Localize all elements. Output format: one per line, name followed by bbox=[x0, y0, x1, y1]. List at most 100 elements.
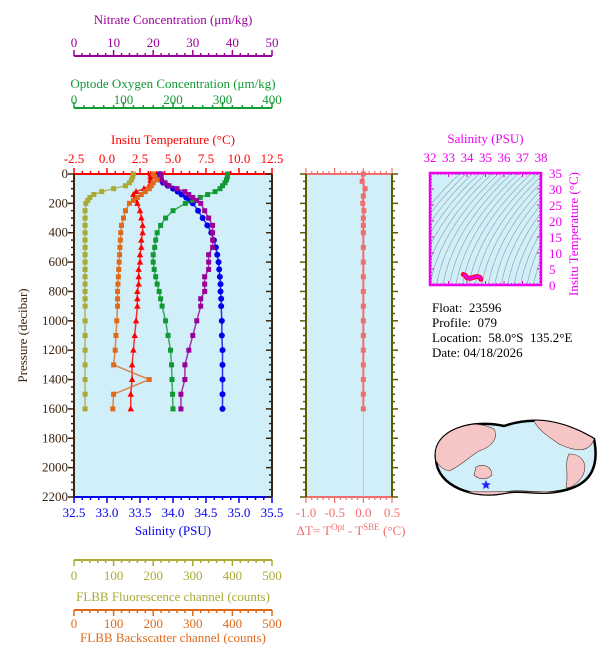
ts-temperature-tick: 0 bbox=[549, 278, 556, 293]
nitrate-axis-tick: 40 bbox=[226, 35, 239, 50]
series-nitrate bbox=[158, 171, 216, 412]
ts-salinity-tick: 37 bbox=[516, 150, 530, 165]
salinity-axis-tick: 34.0 bbox=[162, 505, 185, 520]
temperature-axis bbox=[73, 168, 273, 175]
fluorescence-axis-tick: 0 bbox=[71, 568, 78, 583]
ts-plot-area bbox=[430, 173, 541, 285]
delta-t-plot-area bbox=[306, 174, 392, 497]
pressure-tick: 1600 bbox=[42, 401, 68, 416]
series-temperature bbox=[127, 170, 154, 412]
pressure-tick: 1200 bbox=[42, 342, 68, 357]
salinity-axis-tick: 33.0 bbox=[96, 505, 119, 520]
pressure-tick: 0 bbox=[62, 166, 69, 181]
pressure-tick: 1400 bbox=[42, 372, 68, 387]
location-value: 58.0°S 135.2°E bbox=[488, 330, 573, 345]
salinity-axis-tick: 32.5 bbox=[63, 505, 86, 520]
profile-number: 079 bbox=[477, 315, 498, 330]
backscatter-axis bbox=[73, 609, 273, 616]
float-info-panel: Float: 23596 Profile: 079 Location: 58.0… bbox=[432, 300, 572, 360]
pressure-tick: 600 bbox=[49, 254, 69, 269]
delta-t-tick: -1.0 bbox=[296, 505, 317, 520]
temperature-axis-tick: 5.0 bbox=[165, 151, 181, 166]
density-contours bbox=[430, 173, 541, 285]
nitrate-axis-tick: 20 bbox=[147, 35, 160, 50]
ts-salinity-tick: 35 bbox=[479, 150, 492, 165]
profile-row: Profile: 079 bbox=[432, 315, 498, 330]
temperature-axis-tick: -2.5 bbox=[64, 151, 85, 166]
ts-salinity-label: Salinity (PSU) bbox=[447, 131, 523, 146]
float-location-star-icon bbox=[481, 480, 491, 490]
pressure-tick: 1000 bbox=[42, 313, 68, 328]
pressure-tick: 2200 bbox=[42, 489, 68, 504]
pressure-tick: 800 bbox=[49, 283, 69, 298]
ts-temperature-tick: 15 bbox=[549, 230, 562, 245]
pressure-tick: 200 bbox=[49, 195, 69, 210]
ts-temperature-tick: 25 bbox=[549, 198, 562, 213]
delta-t-axis-label: ΔT= TOpt - TSBE (°C) bbox=[297, 522, 406, 538]
ts-diagram bbox=[428, 171, 543, 287]
oxygen-axis bbox=[73, 102, 273, 109]
salinity-axis-label: Salinity (PSU) bbox=[135, 523, 211, 538]
fluorescence-axis-tick: 300 bbox=[183, 568, 203, 583]
profile-plot-area bbox=[74, 174, 272, 497]
pressure-axis-right bbox=[266, 173, 273, 498]
salinity-axis bbox=[73, 496, 273, 503]
ts-salinity-tick: 36 bbox=[498, 150, 512, 165]
temperature-axis-tick: 7.5 bbox=[198, 151, 214, 166]
date-row: Date: 04/18/2026 bbox=[432, 345, 523, 360]
ts-temperature-tick: 20 bbox=[549, 214, 562, 229]
backscatter-axis-tick: 0 bbox=[71, 616, 78, 631]
nitrate-axis-tick: 0 bbox=[71, 35, 78, 50]
nitrate-axis-tick: 10 bbox=[107, 35, 120, 50]
nitrate-axis-label: Nitrate Concentration (μm/kg) bbox=[94, 12, 253, 27]
temperature-axis-label: Insitu Temperature (°C) bbox=[111, 132, 235, 147]
ts-salinity-tick: 33 bbox=[442, 150, 455, 165]
salinity-axis-tick: 35.5 bbox=[261, 505, 284, 520]
oxygen-axis-tick: 400 bbox=[262, 92, 282, 107]
pressure-tick: 400 bbox=[49, 225, 69, 240]
location-row: Location: 58.0°S 135.2°E bbox=[432, 330, 573, 345]
ts-temperature-label: Insitu Temperature (°C) bbox=[566, 172, 581, 296]
nitrate-axis bbox=[73, 50, 273, 57]
temperature-axis-tick: 10.0 bbox=[228, 151, 251, 166]
nitrate-axis-tick: 50 bbox=[266, 35, 279, 50]
delta-t-tick: 0.0 bbox=[355, 505, 371, 520]
oxygen-axis-tick: 100 bbox=[114, 92, 134, 107]
backscatter-axis-tick: 300 bbox=[183, 616, 203, 631]
series-oxygen bbox=[150, 171, 230, 412]
fluorescence-axis bbox=[73, 559, 273, 566]
nitrate-axis-tick: 30 bbox=[186, 35, 199, 50]
fluorescence-axis-label: FLBB Fluorescence channel (counts) bbox=[76, 589, 270, 604]
salinity-axis-tick: 33.5 bbox=[129, 505, 152, 520]
oxygen-axis-tick: 0 bbox=[71, 92, 78, 107]
salinity-axis-tick: 35.0 bbox=[228, 505, 251, 520]
date-value: 04/18/2026 bbox=[463, 345, 523, 360]
pressure-axis-label: Pressure (decibar) bbox=[15, 288, 30, 382]
float-id-row: Float: 23596 bbox=[432, 300, 502, 315]
temperature-axis-tick: 2.5 bbox=[132, 151, 148, 166]
oxygen-axis-label: Optode Oxygen Concentration (μm/kg) bbox=[70, 76, 275, 91]
backscatter-axis-label: FLBB Backscatter channel (counts) bbox=[80, 630, 266, 645]
salinity-axis-tick: 34.5 bbox=[195, 505, 218, 520]
pressure-tick: 2000 bbox=[42, 460, 68, 475]
delta-t-tick: 0.5 bbox=[384, 505, 400, 520]
pressure-tick: 1800 bbox=[42, 430, 68, 445]
world-map-inset bbox=[434, 419, 597, 496]
backscatter-axis-tick: 500 bbox=[262, 616, 282, 631]
series-fluorescence bbox=[82, 171, 136, 412]
series-delta-t bbox=[359, 171, 368, 412]
temperature-axis-tick: 12.5 bbox=[261, 151, 284, 166]
backscatter-axis-tick: 100 bbox=[104, 616, 124, 631]
float-id: 23596 bbox=[468, 300, 502, 315]
fluorescence-axis-tick: 100 bbox=[104, 568, 124, 583]
fluorescence-axis-tick: 500 bbox=[262, 568, 282, 583]
ts-salinity-tick: 32 bbox=[424, 150, 437, 165]
fluorescence-axis-tick: 400 bbox=[223, 568, 243, 583]
ts-salinity-tick: 38 bbox=[535, 150, 548, 165]
ts-temperature-tick: 10 bbox=[549, 246, 562, 261]
series-backscatter bbox=[110, 171, 160, 412]
oxygen-axis-tick: 200 bbox=[163, 92, 183, 107]
ts-temperature-tick: 35 bbox=[549, 166, 562, 181]
backscatter-axis-tick: 400 bbox=[223, 616, 243, 631]
